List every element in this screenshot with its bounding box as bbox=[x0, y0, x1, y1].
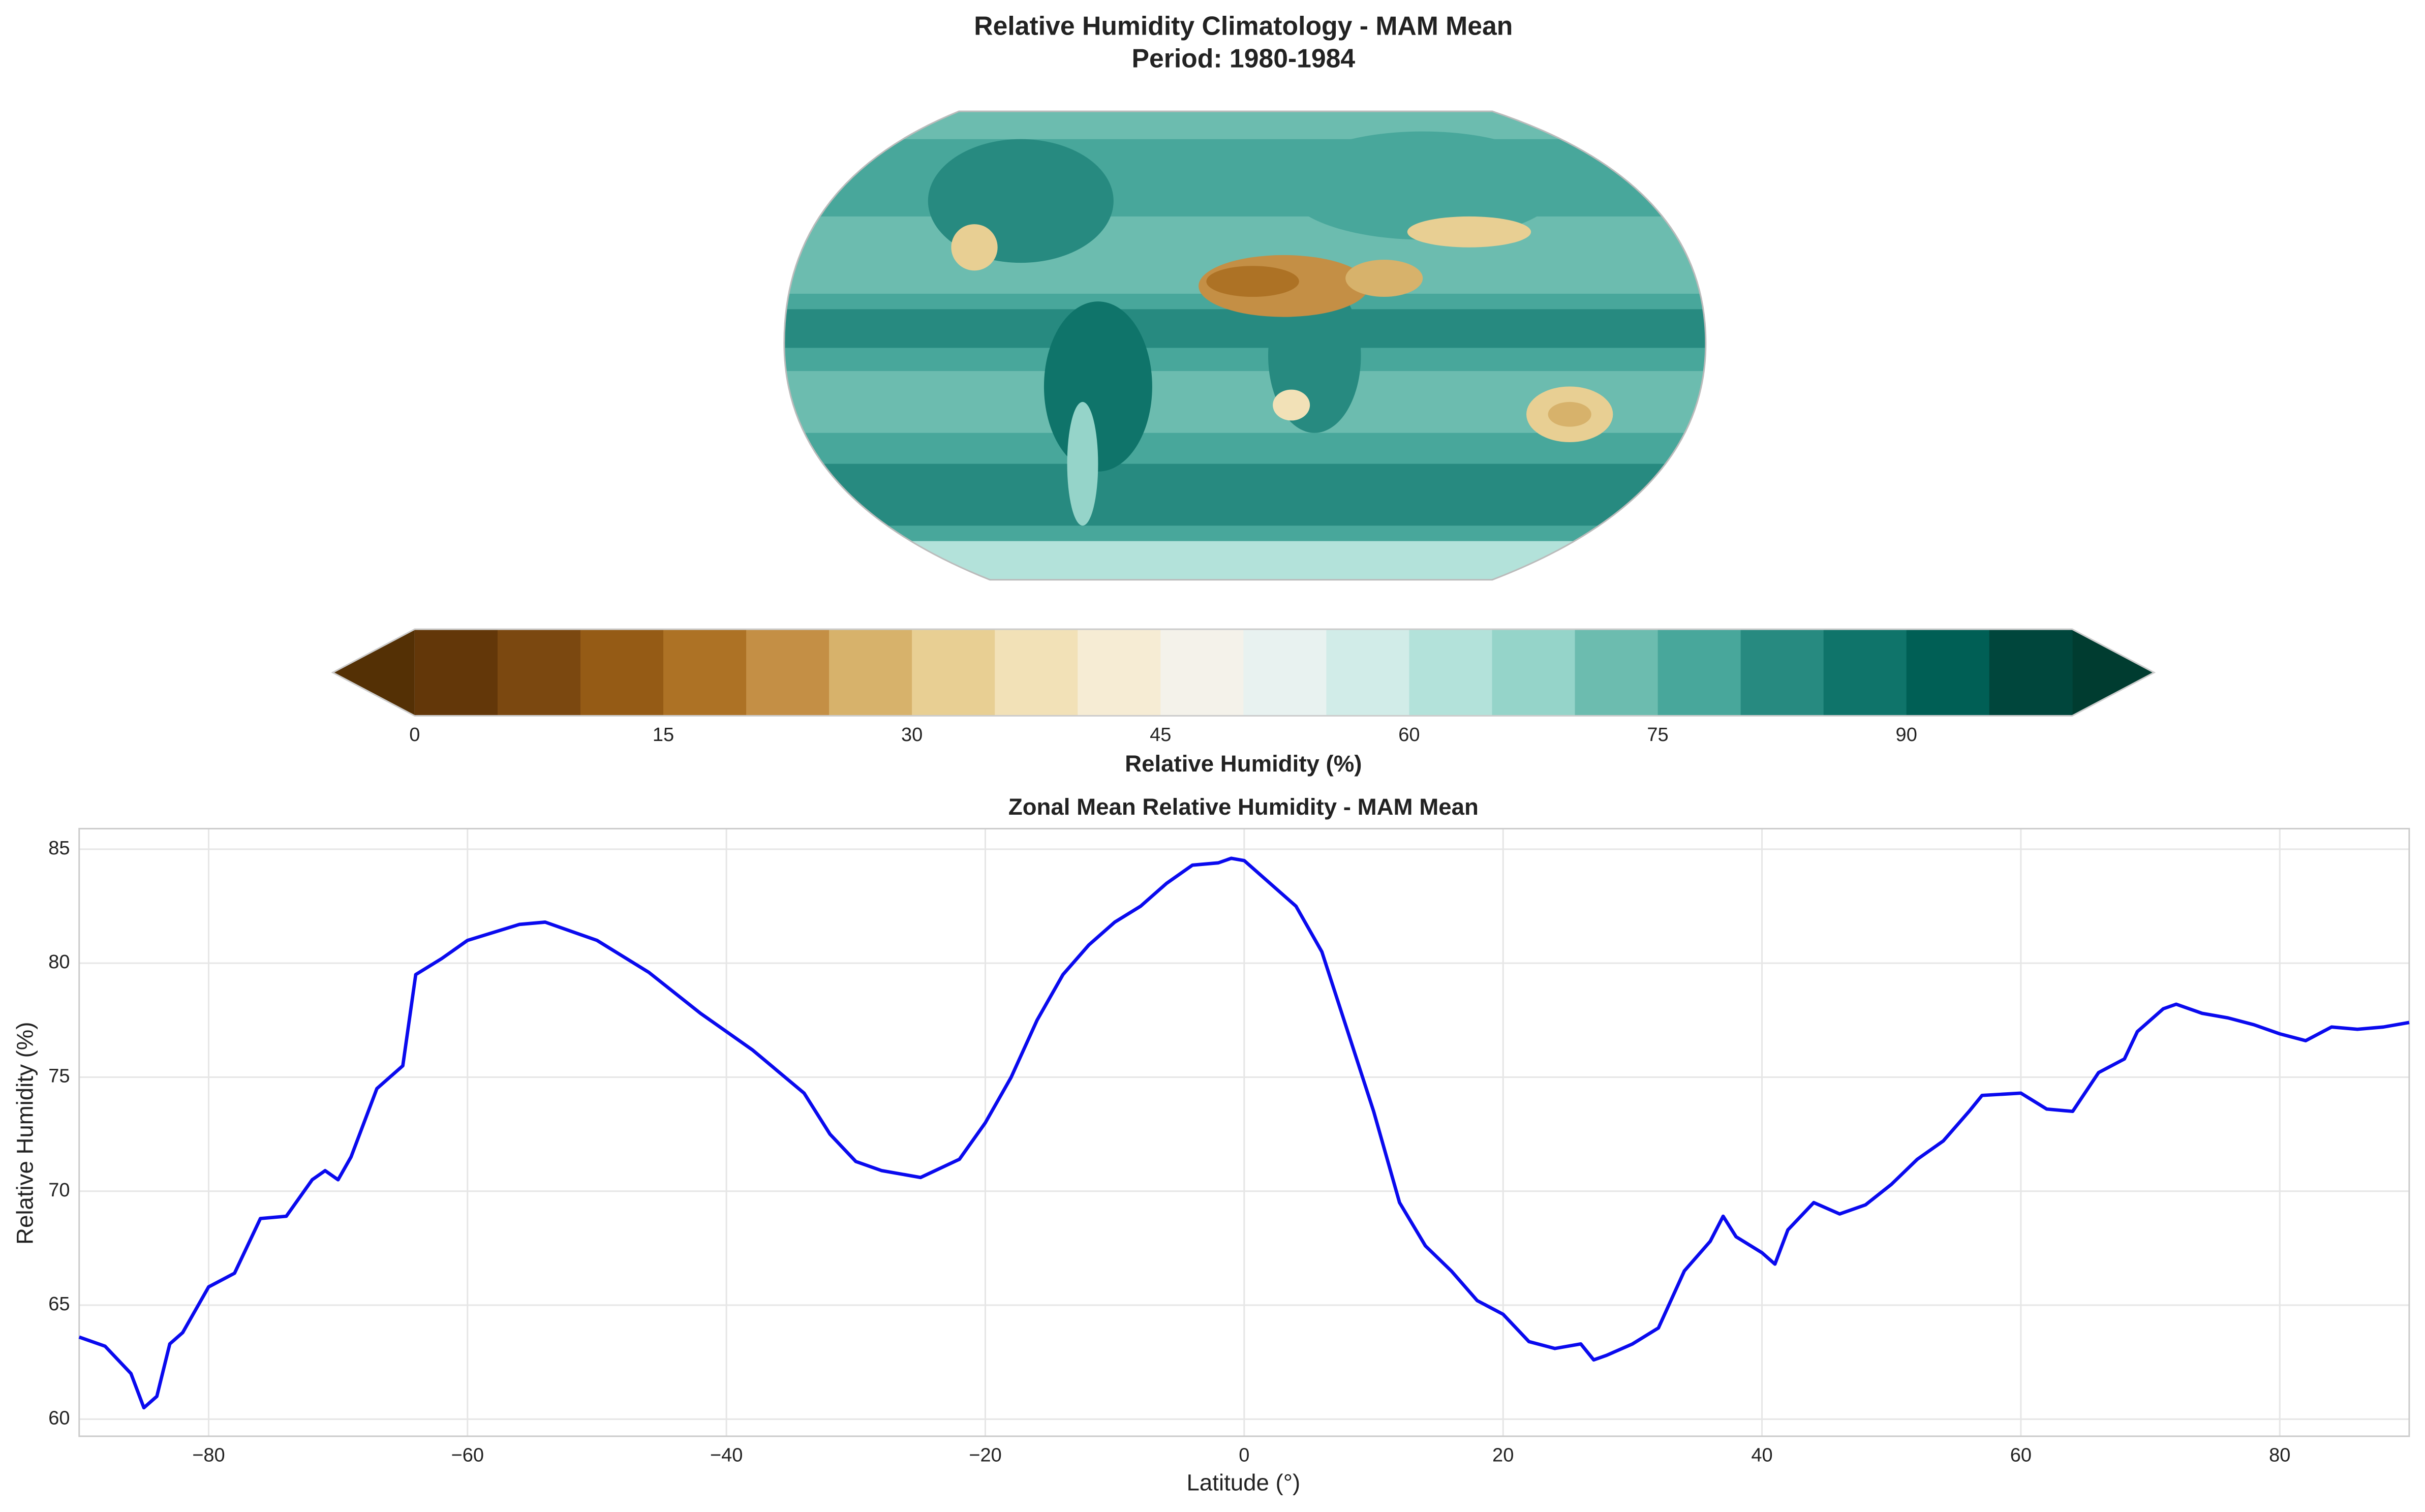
colorbar-bin bbox=[1078, 629, 1161, 716]
y-tick-label: 65 bbox=[48, 1293, 70, 1315]
colorbar-bin bbox=[580, 629, 664, 716]
colorbar-bin bbox=[1243, 629, 1327, 716]
map-outline bbox=[783, 110, 1707, 581]
colorbar-bin bbox=[497, 629, 581, 716]
colorbar-bin bbox=[1326, 629, 1410, 716]
y-tick-label: 75 bbox=[48, 1065, 70, 1087]
x-tick-label: 80 bbox=[2269, 1445, 2290, 1466]
colorbar-bin bbox=[995, 629, 1079, 716]
colorbar-tick-label: 90 bbox=[1896, 724, 1917, 746]
x-tick-label: 40 bbox=[1751, 1445, 1772, 1466]
colorbar-outline bbox=[331, 628, 2156, 717]
colorbar-bin bbox=[1575, 629, 1659, 716]
colorbar-tick-label: 15 bbox=[653, 724, 674, 746]
colorbar-bin bbox=[829, 629, 913, 716]
colorbar-bin bbox=[1823, 629, 1907, 716]
y-tick-label: 60 bbox=[48, 1407, 70, 1429]
colorbar-tick-label: 0 bbox=[409, 724, 420, 746]
line-title: Zonal Mean Relative Humidity - MAM Mean bbox=[1008, 794, 1479, 820]
x-tick-label: −40 bbox=[710, 1445, 743, 1466]
colorbar-bin bbox=[1160, 629, 1244, 716]
line-chart: 60 65 70 75 80 85 −80 −60 −40 −20 0 20 40 60 80 bbox=[48, 827, 2410, 1466]
colorbar-extend-high bbox=[2072, 629, 2155, 716]
colorbar-label: Relative Humidity (%) bbox=[1125, 751, 1362, 777]
colorbar-bin bbox=[1740, 629, 1824, 716]
y-tick-label: 80 bbox=[48, 951, 70, 973]
y-tick-label: 85 bbox=[48, 838, 70, 859]
map-subtitle: Period: 1980-1984 bbox=[1131, 43, 1355, 73]
colorbar-tick-label: 30 bbox=[901, 724, 923, 746]
data-line bbox=[78, 856, 2410, 1410]
colorbar-bin bbox=[746, 629, 830, 716]
colorbar-tick-label: 75 bbox=[1647, 724, 1668, 746]
colorbar-bin bbox=[1989, 629, 2073, 716]
x-tick-label: 20 bbox=[1492, 1445, 1514, 1466]
colorbar-extend-low bbox=[332, 629, 415, 716]
plot-frame bbox=[78, 827, 2410, 1437]
colorbar-bin bbox=[663, 629, 747, 716]
colorbar-bin bbox=[414, 629, 498, 716]
y-axis-label: Relative Humidity (%) bbox=[12, 1022, 38, 1244]
x-tick-label: −60 bbox=[451, 1445, 484, 1466]
x-tick-label: −20 bbox=[969, 1445, 1002, 1466]
colorbar: 0 15 30 45 60 75 90 bbox=[331, 628, 2156, 746]
x-tick-label: −80 bbox=[192, 1445, 225, 1466]
map-title: Relative Humidity Climatology - MAM Mean bbox=[974, 11, 1513, 40]
x-tick-label: 60 bbox=[2010, 1445, 2032, 1466]
colorbar-bin bbox=[1409, 629, 1493, 716]
map bbox=[784, 111, 1706, 580]
colorbar-tick-label: 60 bbox=[1398, 724, 1420, 746]
colorbar-bin bbox=[1657, 629, 1741, 716]
x-axis-label: Latitude (°) bbox=[1187, 1469, 1301, 1495]
x-tick-label: 0 bbox=[1239, 1445, 1249, 1466]
colorbar-bin bbox=[912, 629, 996, 716]
colorbar-tick-label: 45 bbox=[1150, 724, 1171, 746]
colorbar-bin bbox=[1492, 629, 1576, 716]
colorbar-bin bbox=[1906, 629, 1990, 716]
y-tick-label: 70 bbox=[48, 1180, 70, 1201]
